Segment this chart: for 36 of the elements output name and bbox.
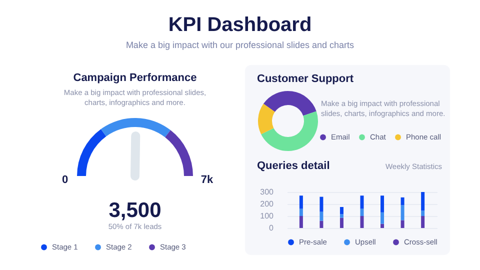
bar: [421, 192, 425, 211]
bar: [421, 216, 425, 228]
bar: [360, 196, 364, 209]
bar: [299, 216, 303, 228]
bar: [320, 220, 324, 228]
text: 3,500: [108, 199, 162, 222]
chart-title: Queries detail: [257, 160, 330, 172]
bar: [380, 224, 384, 228]
bar: [320, 212, 324, 221]
bar: [299, 196, 303, 209]
text: KPI Dashboard: [167, 14, 313, 37]
y-tick-label: 100: [260, 212, 274, 221]
text: 7k: [200, 174, 214, 186]
bar: [320, 196, 324, 212]
bar: [400, 220, 404, 228]
bar: [400, 205, 404, 220]
bar: [360, 208, 364, 216]
text: 0: [62, 174, 68, 186]
bar: [340, 214, 344, 218]
donut-slice: [261, 111, 318, 151]
y-tick-label: 300: [260, 188, 274, 197]
chart-title: Campaign Performance: [72, 72, 198, 84]
chart-title: Customer Support: [257, 73, 355, 85]
bar: [360, 216, 364, 228]
y-tick-label: 0: [269, 224, 274, 233]
bar: [340, 207, 344, 214]
donut-slice: [263, 91, 316, 116]
bar: [421, 210, 425, 216]
y-tick-label: 200: [260, 200, 274, 209]
bar: [380, 196, 384, 213]
text: Make a big impact with our professional slides and charts: [124, 40, 356, 50]
donut-slice: [258, 104, 275, 134]
bar: [380, 212, 384, 224]
bar: [400, 198, 404, 206]
bar: [340, 218, 344, 228]
bar: [299, 208, 303, 216]
